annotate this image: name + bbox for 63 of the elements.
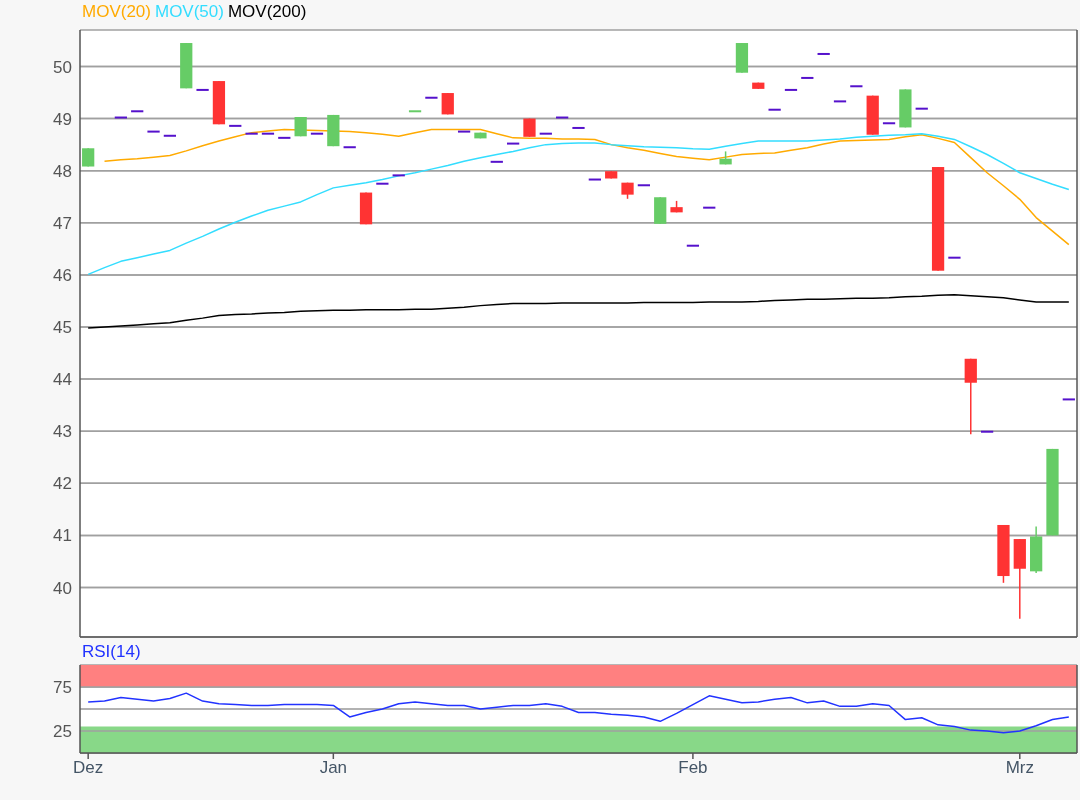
candlestick [375, 182, 390, 185]
line-series [103, 128, 1070, 246]
text: MOV(50) [154, 2, 224, 22]
candlestick [1061, 398, 1076, 401]
candlestick [113, 116, 128, 119]
y-tick-label: 42 [53, 474, 72, 494]
y-tick-label: 44 [53, 370, 72, 390]
y-tick-label: 43 [53, 422, 72, 442]
line-series [87, 692, 1070, 734]
candlestick [914, 107, 929, 110]
y-tick-label: 45 [53, 318, 72, 338]
text: MOV(200) [227, 2, 307, 22]
text: MOV(20) [82, 2, 151, 22]
candlestick [881, 122, 897, 125]
candlestick [816, 52, 831, 55]
y-tick-label: 50 [53, 57, 72, 77]
y-tick-label: 40 [53, 578, 72, 598]
candlestick [456, 130, 472, 133]
line-series [87, 132, 1070, 276]
candlestick [702, 206, 717, 209]
candlestick [964, 358, 977, 436]
y-tick-label: 41 [53, 526, 72, 546]
y-tick-label: 48 [53, 161, 72, 181]
y-tick-label: 25 [53, 722, 72, 742]
candlestick [277, 136, 292, 139]
candlestick [685, 244, 701, 247]
candlestick [947, 256, 962, 259]
candlestick [800, 76, 815, 79]
candlestick [636, 184, 652, 187]
candlestick [260, 132, 276, 135]
x-tick-label: Dez [73, 758, 104, 778]
candlestick [407, 110, 423, 113]
candlestick [391, 174, 406, 177]
x-tick-label: Feb [678, 758, 708, 778]
text: RSI(14) [82, 642, 141, 662]
candlestick [130, 110, 145, 113]
candlestick [555, 116, 570, 119]
candlestick [162, 134, 178, 137]
candlestick [228, 124, 243, 127]
candlestick [538, 132, 553, 135]
candlestick [587, 178, 602, 181]
candlestick [424, 96, 439, 99]
candlestick [342, 146, 357, 149]
candlestick [146, 130, 161, 133]
candlestick [309, 132, 325, 135]
candlestick [783, 88, 799, 91]
y-tick-label: 47 [53, 213, 72, 233]
candlestick [832, 100, 848, 103]
x-tick-label: Mrz [1005, 758, 1034, 778]
y-tick-label: 49 [53, 109, 72, 129]
candlestick [979, 430, 995, 433]
x-tick-label: Jan [319, 758, 348, 778]
candlestick [571, 126, 586, 129]
candlestick [489, 160, 504, 163]
candlestick [82, 147, 95, 168]
candlestick [505, 142, 521, 145]
candlestick [849, 85, 864, 88]
y-tick-label: 46 [53, 265, 72, 285]
candlestick [195, 88, 210, 91]
candlestick [244, 132, 259, 135]
y-tick-label: 75 [53, 678, 72, 698]
candlestick [767, 108, 782, 111]
line-series [87, 293, 1070, 329]
